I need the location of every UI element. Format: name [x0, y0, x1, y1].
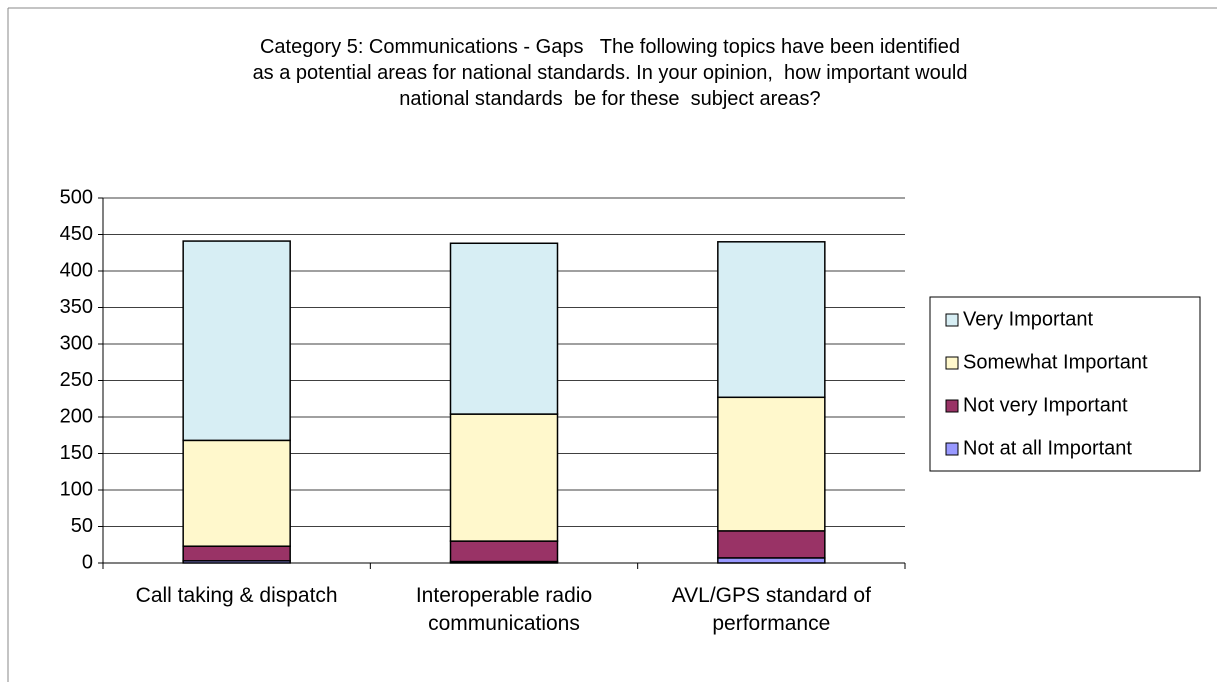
x-tick-label: Call taking & dispatch [135, 584, 338, 607]
legend-swatch [945, 399, 959, 413]
bar-segment [717, 396, 826, 532]
x-tick-label: AVL/GPS standard of performance [671, 584, 871, 635]
y-tick-label: 350 [60, 296, 93, 318]
bar-segment [449, 242, 559, 415]
bar-segment [449, 540, 559, 563]
y-tick-label: 500 [60, 186, 93, 208]
y-tick-label: 0 [82, 551, 93, 573]
chart-title: Category 5: Communications - Gaps The fo… [252, 36, 968, 110]
bar-segment [182, 439, 291, 547]
y-tick-label: 150 [60, 442, 93, 464]
bar-segment [182, 545, 291, 562]
y-tick-label: 400 [60, 259, 93, 281]
y-tick-label: 50 [71, 515, 93, 537]
y-tick-label: 100 [60, 478, 93, 500]
legend-swatch [945, 313, 959, 327]
bar-segment [449, 413, 559, 542]
legend-box [929, 296, 1201, 472]
legend-label: Not very Important [963, 394, 1128, 416]
y-tick-label: 300 [60, 332, 93, 354]
bar-segment [717, 530, 826, 559]
y-tick-label: 200 [60, 405, 93, 427]
bar-segment [717, 557, 826, 564]
legend-label: Very Important [963, 308, 1094, 330]
y-tick-label: 250 [60, 369, 93, 391]
bar-segment [717, 241, 826, 399]
legend-swatch [945, 356, 959, 370]
legend-swatch [945, 442, 959, 456]
legend-label: Somewhat Important [963, 351, 1148, 373]
bar-segment [182, 240, 291, 442]
legend-label: Not at all Important [963, 437, 1132, 459]
y-tick-label: 450 [60, 223, 93, 245]
x-tick-label: Interoperable radio communications [415, 584, 593, 635]
